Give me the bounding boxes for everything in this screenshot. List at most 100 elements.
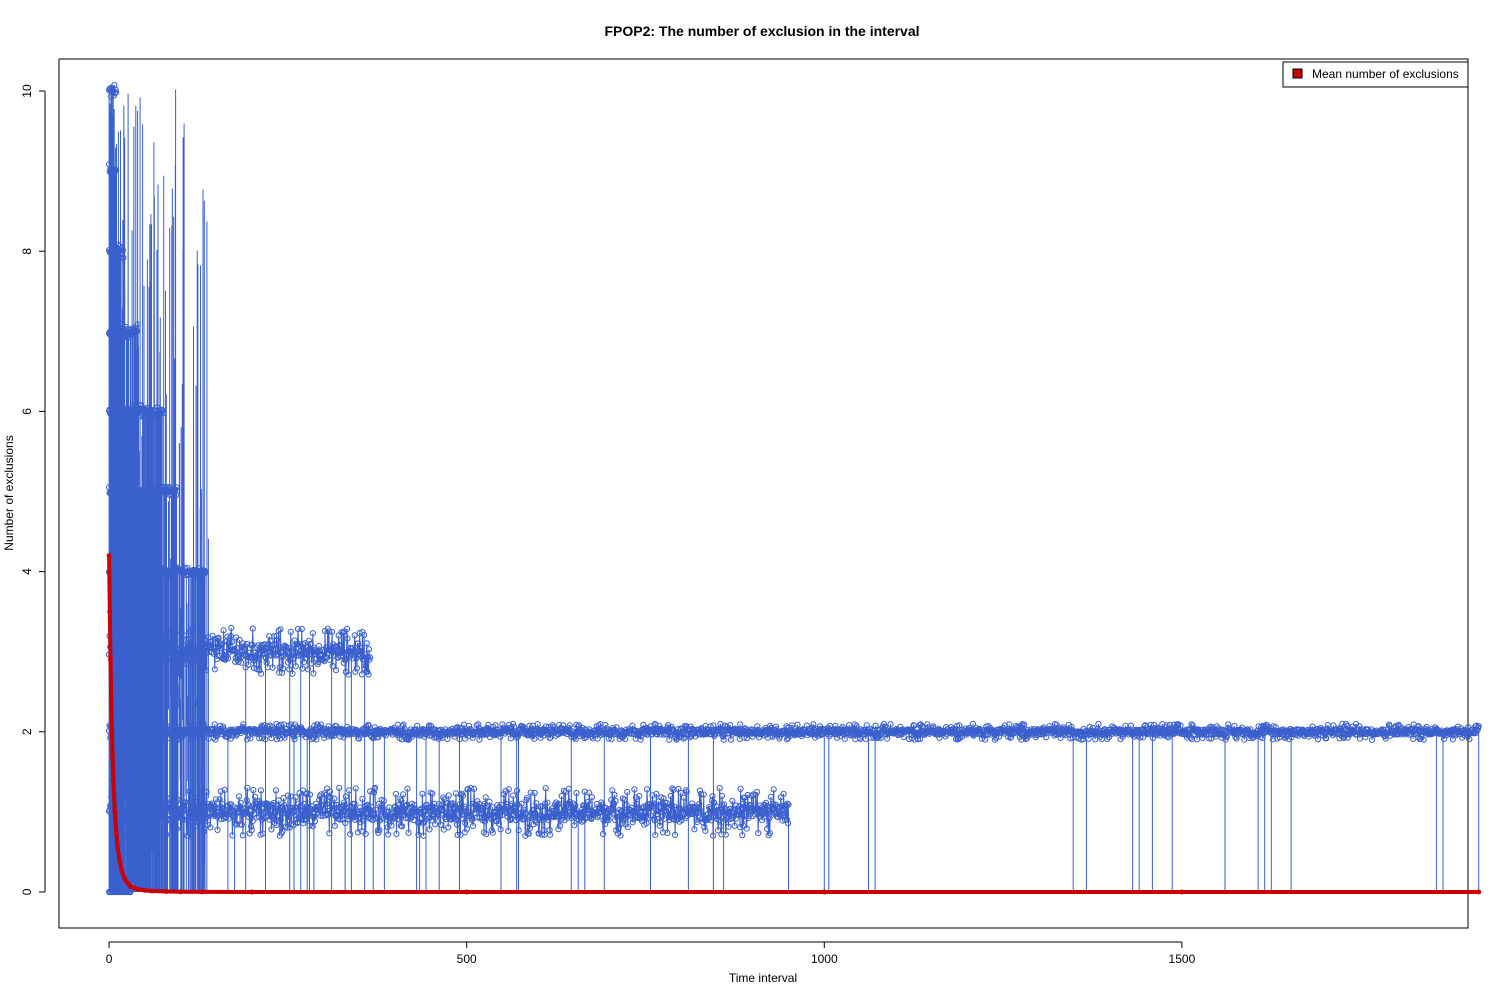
observed-point bbox=[152, 720, 159, 728]
observed-point bbox=[1223, 733, 1230, 741]
observed-point bbox=[159, 406, 166, 414]
observed-point bbox=[622, 735, 629, 743]
observed-point bbox=[233, 645, 240, 652]
observed-point bbox=[294, 626, 302, 633]
observed-point bbox=[277, 626, 284, 633]
y-tick-label: 8 bbox=[20, 248, 34, 255]
observed-point bbox=[134, 321, 141, 328]
observed-point bbox=[290, 650, 297, 657]
observed-point bbox=[112, 86, 119, 93]
mean-point bbox=[109, 729, 115, 735]
observed-point bbox=[139, 628, 146, 636]
observed-point bbox=[358, 671, 365, 678]
observed-point bbox=[1330, 722, 1337, 729]
observed-point bbox=[122, 323, 130, 331]
observed-point bbox=[325, 733, 332, 740]
chart-title: FPOP2: The number of exclusion in the in… bbox=[604, 23, 919, 39]
observed-point bbox=[303, 644, 310, 652]
observed-point bbox=[853, 722, 860, 729]
observed-point bbox=[353, 665, 360, 672]
legend-swatch bbox=[1292, 68, 1303, 79]
mean-point bbox=[115, 845, 121, 851]
observed-point bbox=[133, 734, 140, 741]
observed-point bbox=[954, 722, 961, 729]
observed-point bbox=[349, 655, 356, 662]
observed-point bbox=[1170, 721, 1178, 728]
mean-point bbox=[110, 753, 116, 759]
observed-point bbox=[283, 644, 290, 652]
observed-point bbox=[499, 721, 506, 728]
observed-point bbox=[327, 648, 335, 655]
observed-point bbox=[444, 735, 451, 743]
observed-point bbox=[837, 732, 844, 740]
observed-point bbox=[123, 649, 130, 656]
observed-point bbox=[278, 669, 286, 676]
x-axis: 0 500 1000 1500 bbox=[106, 941, 1196, 966]
observed-point bbox=[168, 643, 175, 651]
observed-point bbox=[1095, 720, 1102, 728]
observed-point bbox=[1340, 734, 1348, 742]
observed-point bbox=[326, 656, 333, 663]
observed-point bbox=[131, 633, 139, 640]
observed-point bbox=[1244, 726, 1251, 733]
mean-point bbox=[464, 889, 470, 895]
observed-point bbox=[303, 655, 310, 662]
observed-point bbox=[914, 736, 922, 743]
observed-point bbox=[107, 93, 115, 100]
observed-point bbox=[1104, 735, 1111, 743]
observed-point bbox=[276, 664, 283, 671]
observed-point bbox=[134, 327, 141, 334]
observed-point bbox=[485, 721, 492, 728]
observed-point bbox=[148, 628, 156, 635]
observed-point bbox=[222, 655, 229, 662]
legend: Mean number of exclusions bbox=[1282, 61, 1469, 88]
observed-point bbox=[298, 625, 305, 633]
observed-point bbox=[228, 638, 235, 646]
observed-point bbox=[1382, 735, 1389, 742]
observed-point bbox=[300, 641, 307, 648]
observed-point bbox=[148, 671, 155, 678]
mean-point bbox=[199, 889, 205, 895]
observed-point bbox=[1311, 732, 1318, 739]
observed-transitions bbox=[108, 84, 1480, 892]
y-tick-label: 10 bbox=[20, 84, 34, 98]
observed-point bbox=[887, 721, 894, 728]
observed-point bbox=[305, 637, 313, 644]
observed-point bbox=[345, 671, 352, 678]
observed-point bbox=[115, 736, 123, 743]
observed-point bbox=[763, 731, 770, 738]
observed-point bbox=[111, 90, 119, 97]
observed-point bbox=[1314, 736, 1322, 743]
observed-level-6-points bbox=[106, 402, 166, 421]
observed-point bbox=[215, 634, 222, 641]
observed-point bbox=[173, 484, 180, 491]
mean-point bbox=[1476, 889, 1482, 895]
observed-point bbox=[340, 629, 347, 637]
observed-point bbox=[365, 671, 372, 678]
observed-point bbox=[352, 668, 359, 675]
mean-point bbox=[107, 609, 113, 615]
x-tick-label: 0 bbox=[106, 952, 113, 966]
observed-point bbox=[297, 652, 304, 659]
observed-point bbox=[329, 628, 336, 635]
observed-point bbox=[261, 650, 268, 657]
observed-point bbox=[211, 666, 218, 673]
observed-point bbox=[281, 734, 288, 741]
observed-point bbox=[164, 484, 171, 491]
plot-frame bbox=[58, 58, 1469, 929]
observed-point bbox=[160, 641, 167, 648]
observed-point bbox=[1127, 722, 1135, 729]
observed-point bbox=[161, 735, 168, 742]
observed-point bbox=[256, 735, 263, 742]
observed-point bbox=[595, 722, 602, 729]
observed-point bbox=[308, 660, 315, 667]
observed-exclusions-series bbox=[106, 82, 1482, 896]
observed-point bbox=[936, 734, 943, 742]
observed-point bbox=[113, 89, 120, 96]
observed-point bbox=[182, 646, 189, 653]
observed-point bbox=[602, 721, 609, 729]
observed-point bbox=[227, 632, 234, 640]
observed-point bbox=[362, 662, 369, 669]
observed-point bbox=[291, 736, 298, 743]
